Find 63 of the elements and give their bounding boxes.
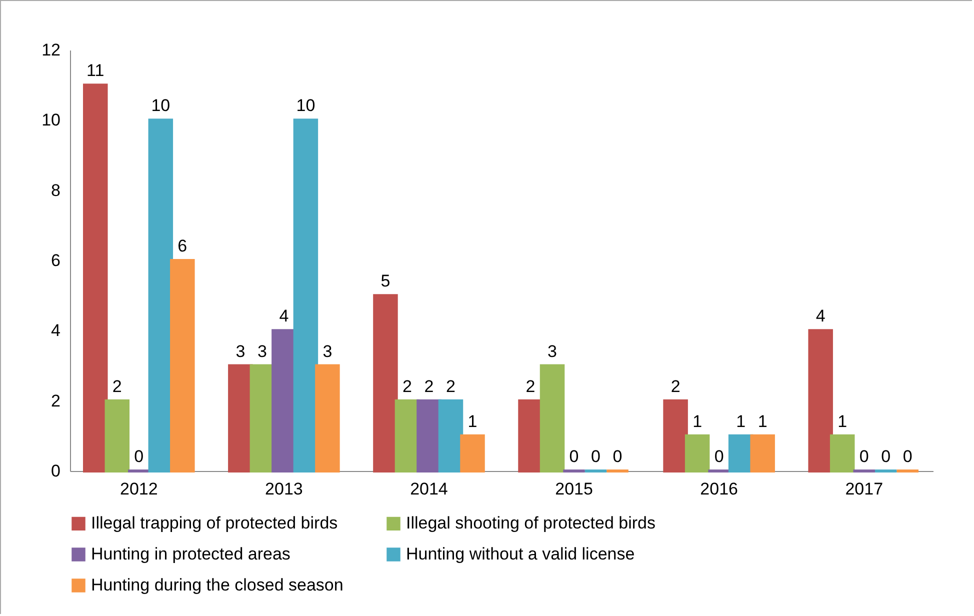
data-label: 3 [548, 342, 557, 361]
data-label: 2 [670, 376, 680, 396]
data-label: 0 [859, 447, 869, 466]
legend-label: Hunting during the closed season [91, 576, 344, 594]
data-label: 0 [591, 447, 601, 466]
data-label: 0 [612, 447, 622, 466]
legend-label: Illegal trapping of protected birds [91, 514, 338, 533]
bar [315, 364, 340, 472]
data-label: 1 [758, 412, 768, 431]
x-tick-label: 2014 [410, 480, 448, 498]
data-label: 3 [236, 342, 246, 361]
data-label: 0 [714, 447, 724, 466]
bar [540, 364, 565, 472]
y-tick-label: 12 [42, 40, 60, 60]
data-label: 5 [380, 272, 390, 291]
legend-label: Hunting in protected areas [91, 544, 290, 564]
data-label: 4 [816, 306, 826, 326]
y-tick-label: 0 [51, 462, 60, 480]
data-label: 1 [736, 412, 746, 431]
data-label: 2 [402, 376, 412, 396]
bar [148, 118, 174, 472]
y-tick-label: 10 [42, 110, 60, 130]
bar [373, 294, 398, 472]
y-tick-label: 6 [51, 251, 60, 270]
bar [830, 434, 855, 472]
data-label: 3 [322, 342, 332, 361]
x-tick-label: 2013 [265, 480, 303, 498]
data-label: 0 [569, 447, 579, 466]
bar [83, 84, 108, 472]
bar [170, 259, 195, 472]
y-tick-label: 8 [51, 180, 60, 200]
data-label: 2 [446, 376, 456, 396]
bar [684, 434, 710, 472]
data-label: 2 [112, 376, 122, 396]
x-tick-label: 2017 [845, 480, 884, 498]
y-tick-label: 2 [51, 391, 60, 410]
data-label: 10 [151, 96, 170, 116]
data-label: 6 [178, 236, 188, 256]
data-label: 1 [468, 412, 478, 431]
bar [293, 118, 318, 472]
bar [104, 399, 130, 472]
data-label: 0 [134, 447, 144, 466]
bar [460, 434, 485, 472]
data-label: 4 [279, 306, 289, 326]
x-tick-label: 2015 [555, 480, 593, 498]
x-tick-label: 2012 [120, 480, 158, 498]
data-label: 2 [526, 376, 536, 396]
data-label: 10 [296, 96, 316, 116]
data-label: 2 [424, 376, 434, 396]
data-label: 0 [902, 447, 912, 466]
legend-label: Hunting without a valid license [406, 544, 635, 564]
x-tick-label: 2016 [700, 480, 738, 498]
data-label: 1 [838, 412, 848, 431]
data-label: 11 [86, 61, 104, 80]
bar [750, 434, 775, 472]
data-label: 3 [257, 342, 267, 361]
legend-label: Illegal shooting of protected birds [406, 514, 656, 533]
bar [438, 399, 464, 472]
bar [808, 329, 833, 472]
y-tick-label: 4 [51, 321, 60, 340]
bar [663, 399, 688, 472]
data-label: 1 [692, 412, 702, 431]
data-label: 0 [881, 447, 891, 466]
